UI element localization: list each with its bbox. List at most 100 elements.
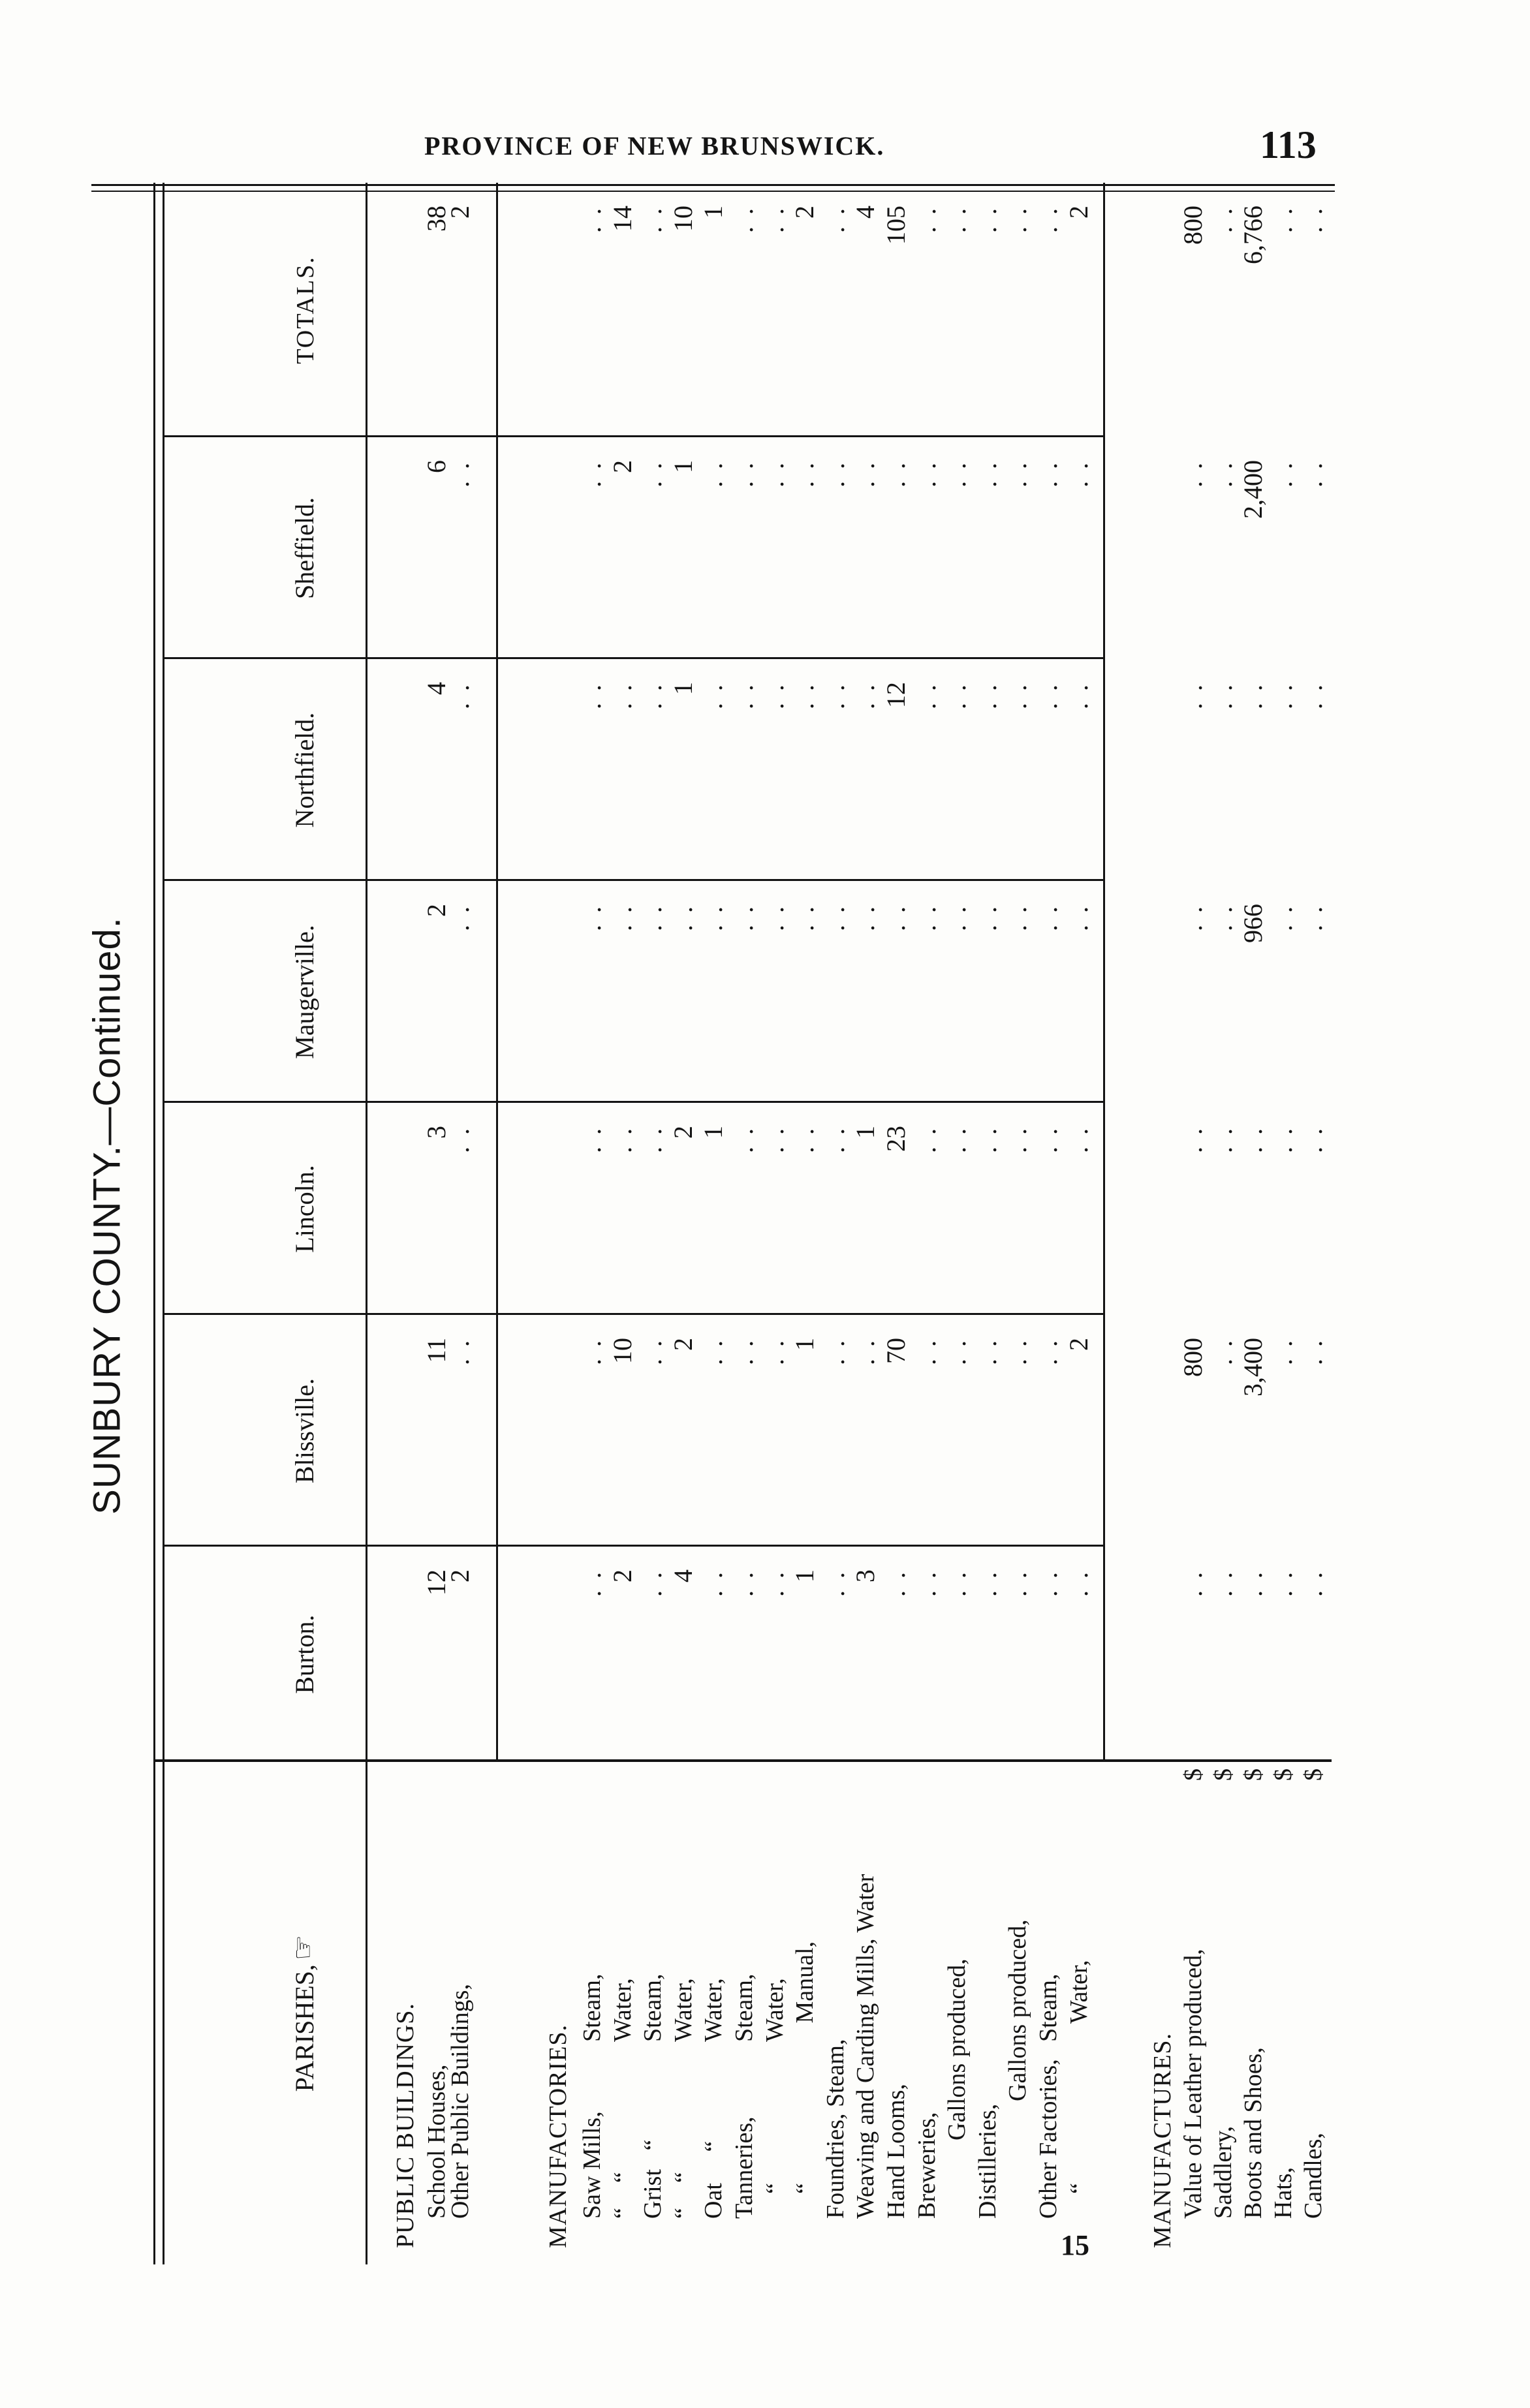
row-label: Tanneries, bbox=[730, 2116, 758, 2219]
empty-cell-leader: . . bbox=[759, 682, 789, 709]
empty-cell-leader: . . bbox=[972, 1338, 1002, 1365]
empty-cell-leader: . . bbox=[1003, 682, 1033, 709]
empty-cell-leader: . . bbox=[1298, 1338, 1328, 1365]
empty-cell-leader: . . bbox=[911, 682, 941, 709]
dollar-unit: $ bbox=[1179, 1768, 1207, 1781]
empty-cell-leader: . . bbox=[1268, 206, 1298, 233]
empty-cell-leader: . . bbox=[729, 904, 758, 931]
table-row: Grist “ Steam, . . . . . . . . . . . . . . bbox=[638, 183, 668, 2264]
empty-cell-leader: . . bbox=[1033, 904, 1063, 931]
empty-cell-leader: . . bbox=[1033, 1569, 1063, 1597]
empty-cell-leader: . . bbox=[972, 1569, 1002, 1597]
row-label: Grist “ bbox=[639, 2139, 667, 2219]
value-cell: 23 bbox=[881, 1126, 911, 1152]
row-label: “ “ bbox=[608, 2172, 636, 2219]
empty-cell-leader: . . bbox=[698, 682, 728, 709]
empty-cell-leader: . . bbox=[638, 1126, 668, 1153]
empty-cell-leader: . . bbox=[1033, 1338, 1063, 1365]
empty-cell-leader: . . bbox=[820, 904, 850, 931]
section-heading-label: MANUFACTORIES. bbox=[544, 2024, 572, 2248]
value-cell: 10 bbox=[668, 206, 698, 232]
parish-header-maugerville: Maugerville. bbox=[290, 925, 319, 1059]
value-cell: 2 bbox=[790, 206, 820, 219]
empty-cell-leader: . . bbox=[759, 460, 789, 487]
empty-cell-leader: . . bbox=[820, 1338, 850, 1365]
table-row: Foundries, Steam, . . . . . . . . . . . . . . bbox=[820, 183, 851, 2264]
empty-cell-leader: . . bbox=[942, 1569, 972, 1597]
value-cell: 2,400 bbox=[1238, 460, 1268, 519]
row-label: Value of Leather produced, bbox=[1179, 1949, 1207, 2219]
empty-cell-leader: . . bbox=[790, 1126, 820, 1153]
header-rule bbox=[91, 184, 1335, 186]
empty-cell-leader: . . bbox=[942, 1338, 972, 1365]
page-number: 113 bbox=[1260, 123, 1317, 166]
row-label: Other Factories, bbox=[1035, 2059, 1062, 2219]
value-cell: 2 bbox=[668, 1338, 698, 1351]
table-row: Gallons produced, . . . . . . . . . . . . . . bbox=[1003, 183, 1033, 2264]
empty-cell-leader: . . bbox=[445, 682, 475, 709]
empty-cell-leader: . . bbox=[1033, 1126, 1063, 1153]
empty-cell-leader: . . bbox=[942, 1126, 972, 1153]
empty-cell-leader: . . bbox=[1003, 460, 1033, 487]
empty-cell-leader: . . bbox=[1063, 682, 1093, 709]
empty-cell-leader: . . bbox=[577, 1338, 606, 1365]
value-cell: 2 bbox=[607, 460, 637, 473]
value-cell: 2 bbox=[1063, 206, 1093, 219]
empty-cell-leader: . . bbox=[1178, 1569, 1208, 1597]
empty-cell-leader: . . bbox=[972, 460, 1002, 487]
value-cell: 1 bbox=[851, 1126, 881, 1139]
empty-cell-leader: . . bbox=[911, 460, 941, 487]
value-cell: 70 bbox=[881, 1338, 911, 1364]
empty-cell-leader: . . bbox=[759, 904, 789, 931]
empty-cell-leader: . . bbox=[638, 1338, 668, 1365]
empty-cell-leader: . . bbox=[577, 206, 606, 233]
pointing-hand-icon: ☞ bbox=[287, 1934, 319, 1961]
empty-cell-leader: . . bbox=[1268, 1569, 1298, 1597]
empty-cell-leader: . . bbox=[638, 460, 668, 487]
value-cell: 105 bbox=[881, 206, 911, 245]
row-label: “ bbox=[760, 2183, 788, 2219]
row-label-suffix: Water, bbox=[608, 1978, 636, 2042]
empty-cell-leader: . . bbox=[1178, 1126, 1208, 1153]
value-cell: 1 bbox=[698, 206, 728, 219]
empty-cell-leader: . . bbox=[729, 1338, 758, 1365]
row-label-suffix: Steam, bbox=[1035, 1973, 1062, 2042]
dollar-unit: $ bbox=[1300, 1768, 1327, 1781]
empty-cell-leader: . . bbox=[1298, 1569, 1328, 1597]
row-label: “ bbox=[1065, 2183, 1093, 2219]
totals-header: TOTALS. bbox=[292, 256, 319, 364]
row-label: Gallons produced, bbox=[943, 1958, 971, 2140]
table-row: “ Manual, 1 1 . . . . . . . . 2 bbox=[790, 183, 820, 2264]
empty-cell-leader: . . bbox=[851, 904, 881, 931]
table-row: Other Public Buildings, 2 . . . . . . . . . . 2 bbox=[445, 183, 475, 2264]
value-cell: 14 bbox=[607, 206, 637, 232]
empty-cell-leader: . . bbox=[1063, 460, 1093, 487]
empty-cell-leader: . . bbox=[942, 904, 972, 931]
parish-header-northfield: Northfield. bbox=[290, 712, 319, 828]
empty-cell-leader: . . bbox=[942, 460, 972, 487]
empty-cell-leader: . . bbox=[972, 682, 1002, 709]
section-heading: PUBLIC BUILDINGS. bbox=[390, 183, 420, 2264]
row-label: Other Public Buildings, bbox=[446, 1984, 474, 2219]
empty-cell-leader: . . bbox=[881, 1569, 911, 1597]
row-label-suffix: Water, bbox=[700, 1978, 728, 2042]
value-cell: 10 bbox=[607, 1338, 637, 1364]
value-cell: 3,400 bbox=[1238, 1338, 1268, 1397]
empty-cell-leader: . . bbox=[820, 682, 850, 709]
row-label: Weaving and Carding Mills, Water bbox=[852, 1874, 880, 2219]
value-cell: 6,766 bbox=[1238, 206, 1268, 264]
empty-cell-leader: . . bbox=[851, 460, 881, 487]
empty-cell-leader: . . bbox=[1268, 460, 1298, 487]
row-label-suffix: Steam, bbox=[639, 1973, 667, 2042]
row-label: Candles, bbox=[1300, 2133, 1327, 2219]
section-heading-label: PUBLIC BUILDINGS. bbox=[392, 2003, 419, 2248]
empty-cell-leader: . . bbox=[1208, 904, 1238, 931]
empty-cell-leader: . . bbox=[638, 1569, 668, 1597]
empty-cell-leader: . . bbox=[1298, 460, 1328, 487]
empty-cell-leader: . . bbox=[445, 1338, 475, 1365]
empty-cell-leader: . . bbox=[1063, 904, 1093, 931]
row-label-suffix: Manual, bbox=[791, 1941, 819, 2042]
table-row: “ Water, . . . . . . . . . . . . . . bbox=[760, 183, 790, 2264]
row-label-suffix: Water, bbox=[760, 1978, 788, 2042]
table-row: Saw Mills, Steam, . . . . . . . . . . . . . . bbox=[577, 183, 607, 2264]
